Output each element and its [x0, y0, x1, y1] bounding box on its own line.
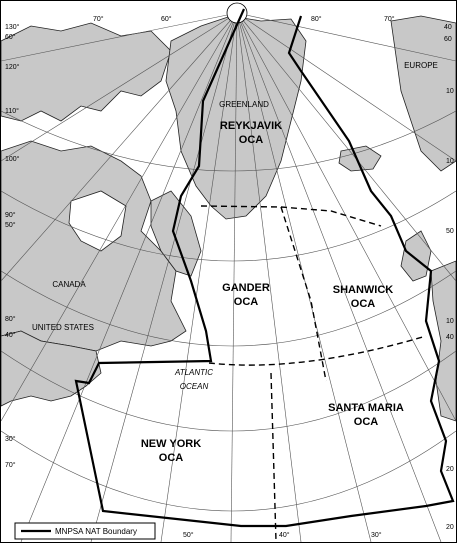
santa-maria-oca: OCA — [354, 416, 379, 428]
shanwick-label: SHANWICK — [333, 284, 394, 296]
deg-right-6: 40 — [446, 334, 454, 341]
santa-maria-label: SANTA MARIA — [328, 402, 404, 414]
deg-left-0: 120° — [5, 63, 20, 71]
new-york-label: NEW YORK — [141, 438, 201, 450]
united-states — [1, 330, 102, 407]
deg-left-4: 50° — [5, 221, 16, 229]
deg-top-3: 70° — [384, 15, 395, 23]
greenland-label: GREENLAND — [219, 100, 269, 109]
oca-internal-boundaries — [200, 205, 427, 542]
deg-topleft-0: 130° — [5, 23, 20, 31]
deg-top-0: 70° — [93, 15, 104, 23]
deg-left-2: 100° — [5, 155, 20, 163]
new-york-oca: OCA — [159, 452, 184, 464]
deg-right-3: 10 — [446, 158, 454, 165]
shanwick-oca: OCA — [351, 298, 376, 310]
deg-right-8: 20 — [446, 524, 454, 531]
deg-left-6: 40° — [5, 331, 16, 339]
iberia-europe — [430, 260, 456, 422]
europe-north — [390, 15, 456, 172]
deg-bottom-0: 50° — [183, 531, 194, 539]
gander-oca: OCA — [234, 296, 259, 308]
europe-label: EUROPE — [404, 61, 438, 70]
ocean-label-2: OCEAN — [180, 382, 209, 391]
deg-bottom-2: 30° — [371, 531, 382, 539]
deg-right-5: 10 — [446, 318, 454, 325]
legend-label: MNPSA NAT Boundary — [55, 527, 137, 536]
reykjavik-label: REYKJAVIK — [220, 120, 282, 132]
deg-bottom-1: 40° — [279, 531, 290, 539]
deg-right-1: 60 — [444, 36, 452, 43]
legend-box — [14, 522, 156, 540]
deg-right-7: 20 — [446, 466, 454, 473]
legend: MNPSA NAT Boundary — [14, 522, 156, 540]
deg-left-5: 80° — [5, 315, 16, 323]
deg-left-3: 90° — [5, 211, 16, 219]
canada-arctic-islands — [1, 22, 172, 122]
deg-top-2: 80° — [311, 15, 322, 23]
ocean-label-1: ATLANTIC — [174, 368, 213, 377]
british-isles — [400, 230, 432, 282]
deg-left-1: 110° — [5, 107, 19, 115]
reykjavik-oca: OCA — [239, 134, 264, 146]
canada-label: CANADA — [52, 280, 86, 289]
hudson-bay-water — [68, 190, 127, 252]
mnpsa-boundary — [74, 8, 455, 528]
deg-right-4: 50 — [446, 228, 454, 235]
gander-label: GANDER — [222, 282, 270, 294]
deg-left-7: 30° — [5, 435, 16, 443]
iceland — [338, 145, 382, 172]
deg-right-0: 40 — [444, 24, 452, 31]
deg-right-2: 10 — [446, 88, 454, 95]
deg-left-8: 70° — [5, 461, 16, 469]
degree-labels: 70° 60° 80° 70° 130° 60° 120° 110° 100° … — [5, 15, 454, 539]
deg-topleft-1: 60° — [5, 33, 16, 41]
united-states-label: UNITED STATES — [32, 323, 94, 332]
deg-top-1: 60° — [161, 15, 172, 23]
